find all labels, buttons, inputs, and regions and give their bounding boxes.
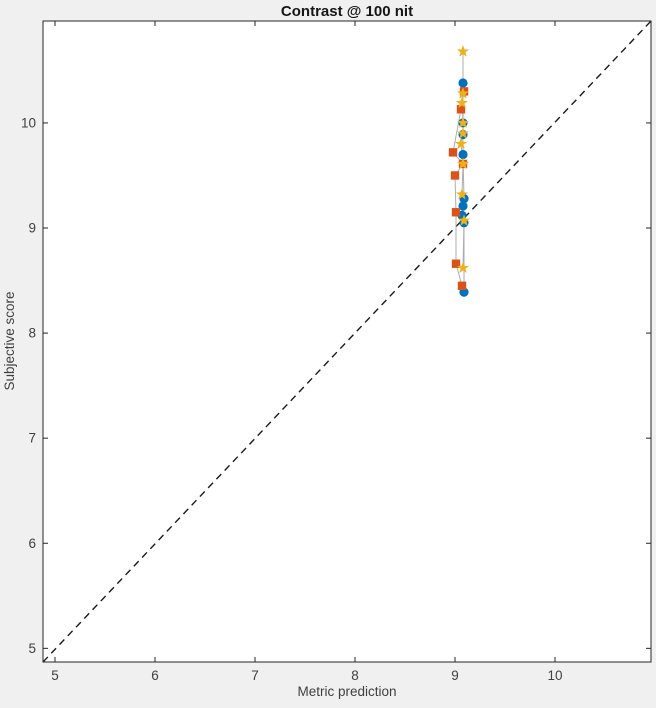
x-tick-label: 8 [351, 668, 359, 683]
x-tick-label: 10 [547, 668, 562, 683]
identity-line [42, 20, 652, 663]
axes-box [42, 20, 652, 663]
data-point-circle [458, 78, 468, 88]
data-point-square [448, 148, 458, 157]
y-tick-label: 8 [28, 326, 36, 341]
x-tick-label: 5 [51, 668, 59, 683]
x-tick-label: 7 [251, 668, 259, 683]
plot-generated-content: 5 6 7 8 9 10 5 6 7 8 9 10 [21, 20, 652, 683]
data-point-star [457, 116, 469, 129]
y-tick-label: 9 [28, 221, 36, 236]
data-point-star [457, 127, 469, 139]
data-point-star [455, 137, 467, 150]
data-point-circle [458, 201, 468, 211]
data-point-star [457, 261, 469, 274]
data-point-square [457, 281, 467, 291]
data-point-star [457, 157, 469, 170]
data-point-star [456, 188, 468, 200]
y-tick-label: 10 [21, 115, 36, 130]
x-tick-label: 6 [151, 668, 159, 683]
data-point-square [451, 259, 461, 268]
y-axis-label: Subjective score [2, 291, 17, 390]
x-axis-label: Metric prediction [297, 684, 396, 699]
y-tick-label: 7 [28, 431, 36, 446]
data-point-circle [458, 149, 468, 160]
y-tick-label: 5 [28, 641, 36, 656]
data-point-square [451, 208, 461, 217]
data-point-star [457, 87, 469, 99]
series-line-orange-squares [452, 91, 465, 286]
data-point-star [457, 45, 469, 57]
chart-title: Contrast @ 100 nit [281, 3, 413, 20]
data-point-square [456, 105, 466, 114]
data-point-star [458, 214, 470, 226]
y-tick-label: 6 [28, 536, 36, 551]
x-tick-label: 9 [451, 668, 459, 683]
data-point-square [450, 171, 460, 180]
data-point-star [456, 96, 468, 109]
